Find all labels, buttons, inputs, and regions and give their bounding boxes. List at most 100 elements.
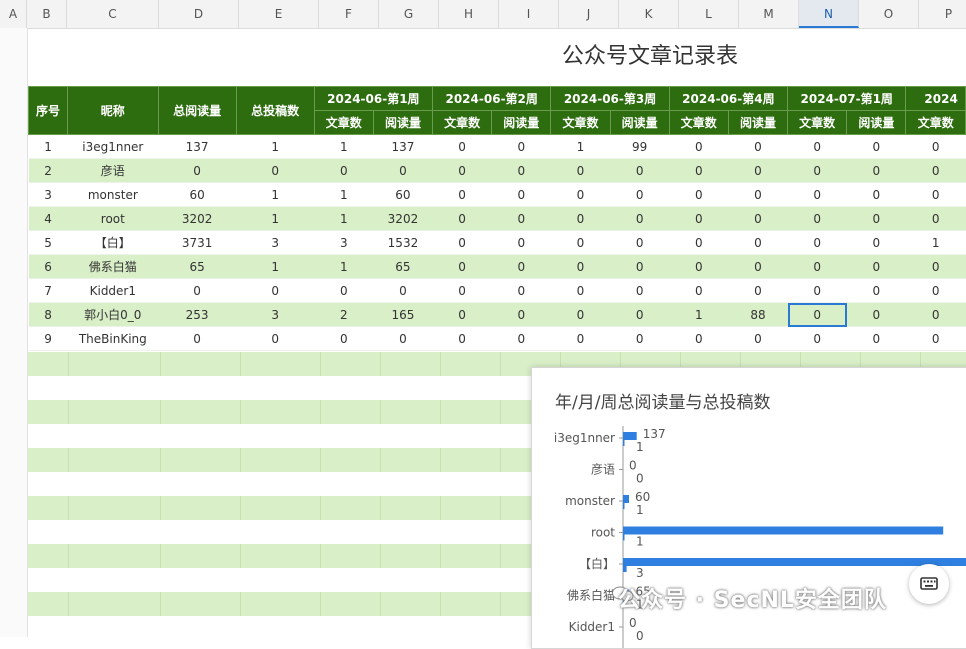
- cell-total-reads[interactable]: 60: [158, 182, 237, 207]
- cell-value[interactable]: 0: [373, 326, 433, 351]
- cell-value[interactable]: 88: [728, 302, 788, 327]
- cell-value[interactable]: 0: [846, 158, 906, 183]
- cell-value[interactable]: 0: [432, 206, 492, 231]
- column-header-g[interactable]: G: [379, 0, 439, 28]
- cell-value[interactable]: 1: [314, 134, 374, 159]
- column-header-o[interactable]: O: [859, 0, 919, 28]
- cell-nickname[interactable]: TheBinKing: [67, 326, 159, 351]
- cell-value[interactable]: 3: [314, 230, 374, 255]
- cell-nickname[interactable]: 彦语: [67, 158, 159, 183]
- cell-value[interactable]: 60: [373, 182, 433, 207]
- cell-total-posts[interactable]: 0: [236, 326, 315, 351]
- cell-value[interactable]: 0: [550, 302, 611, 327]
- cell-total-reads[interactable]: 0: [158, 278, 237, 303]
- cell-value[interactable]: 0: [905, 302, 966, 327]
- cell-nickname[interactable]: monster: [67, 182, 159, 207]
- cell-total-posts[interactable]: 0: [236, 158, 315, 183]
- cell-index[interactable]: 1: [28, 134, 68, 159]
- cell-value[interactable]: 0: [314, 278, 374, 303]
- cell-total-reads[interactable]: 3731: [158, 230, 237, 255]
- cell-value[interactable]: 0: [550, 326, 611, 351]
- chart-panel[interactable]: 年/月/周总阅读量与总投稿数 i3eg1nner 137 1 彦语 0 0 monster 6…: [531, 367, 966, 649]
- cell-index[interactable]: 7: [28, 278, 68, 303]
- cell-value[interactable]: 0: [669, 182, 729, 207]
- cell-value[interactable]: 0: [787, 158, 847, 183]
- cell-value[interactable]: 1: [314, 206, 374, 231]
- cell-value[interactable]: 0: [905, 134, 966, 159]
- column-header-l[interactable]: L: [679, 0, 739, 28]
- cell-value[interactable]: 0: [432, 278, 492, 303]
- cell-total-posts[interactable]: 3: [236, 302, 315, 327]
- cell-value[interactable]: 65: [373, 254, 433, 279]
- cell-value[interactable]: 0: [491, 230, 551, 255]
- cell-value[interactable]: 0: [550, 230, 611, 255]
- cell-value[interactable]: 0: [432, 230, 492, 255]
- column-header-i[interactable]: I: [499, 0, 559, 28]
- cell-nickname[interactable]: i3eg1nner: [67, 134, 159, 159]
- cell-value[interactable]: 0: [669, 278, 729, 303]
- cell-total-reads[interactable]: 65: [158, 254, 237, 279]
- cell-value[interactable]: 2: [314, 302, 374, 327]
- cell-nickname[interactable]: 郭小白0_0: [67, 302, 159, 327]
- cell-value[interactable]: 0: [491, 302, 551, 327]
- cell-value[interactable]: 0: [373, 278, 433, 303]
- cell-index[interactable]: 6: [28, 254, 68, 279]
- cell-index[interactable]: 2: [28, 158, 68, 183]
- cell-value[interactable]: 0: [728, 230, 788, 255]
- cell-index[interactable]: 9: [28, 326, 68, 351]
- cell-value[interactable]: 0: [373, 158, 433, 183]
- cell-value[interactable]: 0: [787, 254, 847, 279]
- cell-total-posts[interactable]: 1: [236, 254, 315, 279]
- cell-value[interactable]: 0: [728, 182, 788, 207]
- cell-value[interactable]: 0: [669, 254, 729, 279]
- cell-value[interactable]: 0: [610, 158, 670, 183]
- cell-index[interactable]: 8: [28, 302, 68, 327]
- cell-value[interactable]: 0: [432, 158, 492, 183]
- cell-value[interactable]: 0: [491, 158, 551, 183]
- cell-total-posts[interactable]: 1: [236, 182, 315, 207]
- cell-value[interactable]: 0: [846, 206, 906, 231]
- cell-value[interactable]: 1: [314, 254, 374, 279]
- cell-nickname[interactable]: 佛系白猫: [67, 254, 159, 279]
- cell-value[interactable]: 0: [728, 278, 788, 303]
- cell-index[interactable]: 5: [28, 230, 68, 255]
- cell-value[interactable]: 0: [610, 206, 670, 231]
- column-header-a[interactable]: A: [0, 0, 27, 28]
- cell-total-posts[interactable]: 0: [236, 278, 315, 303]
- cell-value[interactable]: 0: [846, 326, 906, 351]
- cell-value[interactable]: 99: [610, 134, 670, 159]
- cell-value[interactable]: 0: [610, 302, 670, 327]
- cell-value[interactable]: 0: [610, 278, 670, 303]
- cell-value[interactable]: 0: [905, 206, 966, 231]
- cell-value[interactable]: 0: [787, 206, 847, 231]
- cell-value[interactable]: 0: [846, 302, 906, 327]
- cell-total-reads[interactable]: 137: [158, 134, 237, 159]
- cell-value[interactable]: 0: [610, 254, 670, 279]
- cell-value[interactable]: 0: [432, 134, 492, 159]
- cell-value[interactable]: 0: [905, 182, 966, 207]
- column-header-b[interactable]: B: [27, 0, 67, 28]
- selected-cell[interactable]: 0: [787, 302, 847, 327]
- cell-value[interactable]: 0: [846, 230, 906, 255]
- cell-total-reads[interactable]: 3202: [158, 206, 237, 231]
- cell-nickname[interactable]: Kidder1: [67, 278, 159, 303]
- cell-value[interactable]: 0: [550, 278, 611, 303]
- cell-value[interactable]: 0: [669, 230, 729, 255]
- cell-value[interactable]: 0: [550, 206, 611, 231]
- cell-value[interactable]: 0: [787, 134, 847, 159]
- cell-value[interactable]: 0: [491, 254, 551, 279]
- cell-value[interactable]: 0: [491, 326, 551, 351]
- cell-value[interactable]: 0: [550, 254, 611, 279]
- cell-value[interactable]: 0: [491, 278, 551, 303]
- cell-total-posts[interactable]: 3: [236, 230, 315, 255]
- cell-total-reads[interactable]: 0: [158, 158, 237, 183]
- cell-value[interactable]: 1: [669, 302, 729, 327]
- column-header-d[interactable]: D: [159, 0, 239, 28]
- cell-nickname[interactable]: 【白】: [67, 230, 159, 255]
- cell-value[interactable]: 3202: [373, 206, 433, 231]
- cell-value[interactable]: 0: [905, 326, 966, 351]
- cell-value[interactable]: 0: [905, 278, 966, 303]
- cell-index[interactable]: 3: [28, 182, 68, 207]
- cell-value[interactable]: 137: [373, 134, 433, 159]
- cell-value[interactable]: 1: [314, 182, 374, 207]
